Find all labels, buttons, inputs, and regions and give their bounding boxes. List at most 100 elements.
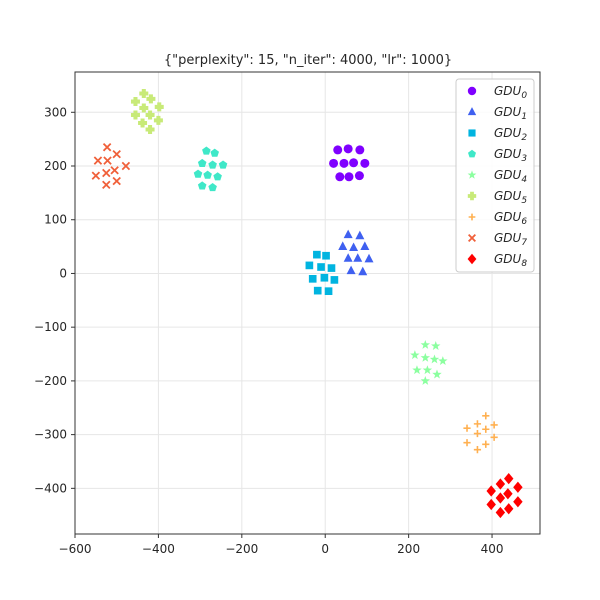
data-point-gdu3	[202, 146, 211, 155]
y-tick-label: −300	[34, 428, 67, 442]
data-point-gdu3	[197, 158, 207, 167]
data-point-gdu1	[364, 253, 374, 263]
data-point-gdu5	[145, 110, 155, 120]
data-point-gdu2	[308, 275, 317, 283]
data-point-gdu6	[490, 421, 498, 429]
legend-label-gdu5: GDU5	[494, 189, 527, 206]
legend-box	[455, 78, 535, 273]
legend-label-gdu4: GDU4	[494, 168, 527, 185]
plot-frame	[74, 71, 541, 535]
y-tick-label: −400	[34, 481, 67, 495]
data-point-gdu6	[473, 429, 482, 438]
data-point-gdu5	[153, 115, 163, 125]
data-point-gdu6	[473, 420, 482, 428]
data-point-gdu5	[139, 88, 149, 98]
data-point-gdu3	[203, 170, 212, 179]
legend-marker-gdu1	[467, 107, 477, 116]
y-tick-label: 300	[44, 105, 67, 119]
data-point-gdu8	[486, 485, 496, 497]
data-point-gdu4	[438, 356, 448, 366]
data-point-gdu1	[349, 242, 359, 252]
data-point-gdu0	[349, 158, 359, 168]
data-point-gdu5	[139, 103, 149, 113]
legend-marker-gdu3	[468, 149, 476, 158]
chart-title: {"perplexity": 15, "n_iter": 4000, "lr":…	[164, 53, 452, 68]
data-point-gdu7	[110, 166, 119, 175]
y-tick-label: 0	[59, 266, 67, 280]
y-tick-label: 100	[44, 213, 67, 227]
axes: −600 −400 −200 0 200 400 −400 −300 −200 −100 0 100 2…	[34, 71, 541, 556]
data-point-gdu6	[482, 412, 490, 420]
data-point-gdu1	[358, 266, 368, 276]
data-point-gdu8	[503, 503, 514, 515]
data-point-gdu5	[154, 102, 164, 112]
data-point-gdu3	[197, 181, 207, 190]
data-point-gdu1	[355, 230, 365, 240]
data-point-gdu1	[343, 253, 353, 262]
y-tick-label: −200	[34, 374, 67, 388]
data-point-gdu1	[353, 253, 363, 262]
data-point-gdu3	[210, 148, 219, 157]
data-point-gdu2	[324, 287, 333, 296]
y-tick-label: −100	[34, 320, 67, 334]
data-point-gdu0	[329, 158, 339, 168]
data-point-gdu0	[355, 145, 365, 155]
data-point-gdu7	[93, 156, 103, 165]
data-point-gdu8	[495, 492, 506, 504]
data-point-gdu0	[333, 145, 343, 155]
legend-marker-gdu6	[468, 213, 476, 221]
legend-label-gdu8: GDU8	[494, 252, 527, 269]
data-point-gdu7	[102, 180, 111, 190]
data-point-gdu0	[360, 158, 370, 168]
legend-marker-gdu0	[467, 86, 477, 96]
data-point-gdu7	[121, 161, 131, 171]
data-point-gdu3	[218, 160, 228, 169]
data-point-gdu0	[344, 172, 354, 182]
data-point-gdu7	[91, 171, 101, 180]
legend-label-gdu1: GDU1	[494, 105, 527, 122]
data-point-gdu3	[193, 169, 203, 178]
data-point-gdu8	[513, 481, 523, 493]
legend-label-gdu6: GDU6	[494, 210, 527, 227]
data-point-gdu2	[313, 250, 321, 259]
data-point-gdu6	[463, 439, 471, 447]
data-point-gdu7	[102, 168, 111, 178]
x-tick-label: 0	[321, 542, 329, 556]
data-point-gdu4	[420, 375, 431, 385]
data-point-gdu0	[339, 158, 349, 168]
legend-label-gdu7: GDU7	[494, 231, 527, 248]
data-point-gdu4	[420, 339, 431, 349]
data-point-gdu3	[213, 172, 222, 181]
legend: GDU0 GDU1 GDU2 GDU3 GDU4 GDU5 GDU6 GDU7 GDU8	[455, 78, 535, 273]
data-point-gdu8	[503, 473, 514, 485]
data-point-gdu7	[112, 176, 121, 186]
data-point-gdu2	[322, 251, 330, 260]
data-point-gdu7	[103, 156, 112, 165]
data-point-gdu1	[346, 265, 356, 275]
data-point-gdu8	[503, 488, 513, 500]
data-point-gdu6	[463, 424, 471, 432]
data-point-gdu2	[320, 273, 329, 282]
data-point-gdu4	[422, 365, 433, 375]
x-tick-label: −600	[59, 542, 92, 556]
data-point-gdu5	[146, 94, 156, 104]
legend-label-gdu2: GDU2	[494, 126, 527, 143]
data-point-gdu8	[495, 506, 506, 519]
data-point-gdu7	[102, 142, 112, 152]
x-tick-label: −400	[142, 542, 175, 556]
data-point-gdu4	[410, 350, 420, 360]
legend-marker-gdu8	[467, 253, 477, 265]
data-point-gdu8	[495, 478, 506, 490]
data-points	[91, 88, 523, 519]
y-tick-label: 200	[44, 159, 67, 173]
legend-label-gdu3: GDU3	[494, 147, 527, 164]
data-point-gdu1	[360, 241, 370, 250]
data-point-gdu4	[412, 365, 422, 375]
data-point-gdu6	[482, 440, 490, 448]
data-point-gdu6	[473, 446, 482, 454]
data-point-gdu4	[429, 354, 440, 364]
legend-marker-gdu5	[467, 191, 477, 201]
data-point-gdu4	[431, 341, 441, 350]
data-point-gdu2	[330, 276, 339, 284]
